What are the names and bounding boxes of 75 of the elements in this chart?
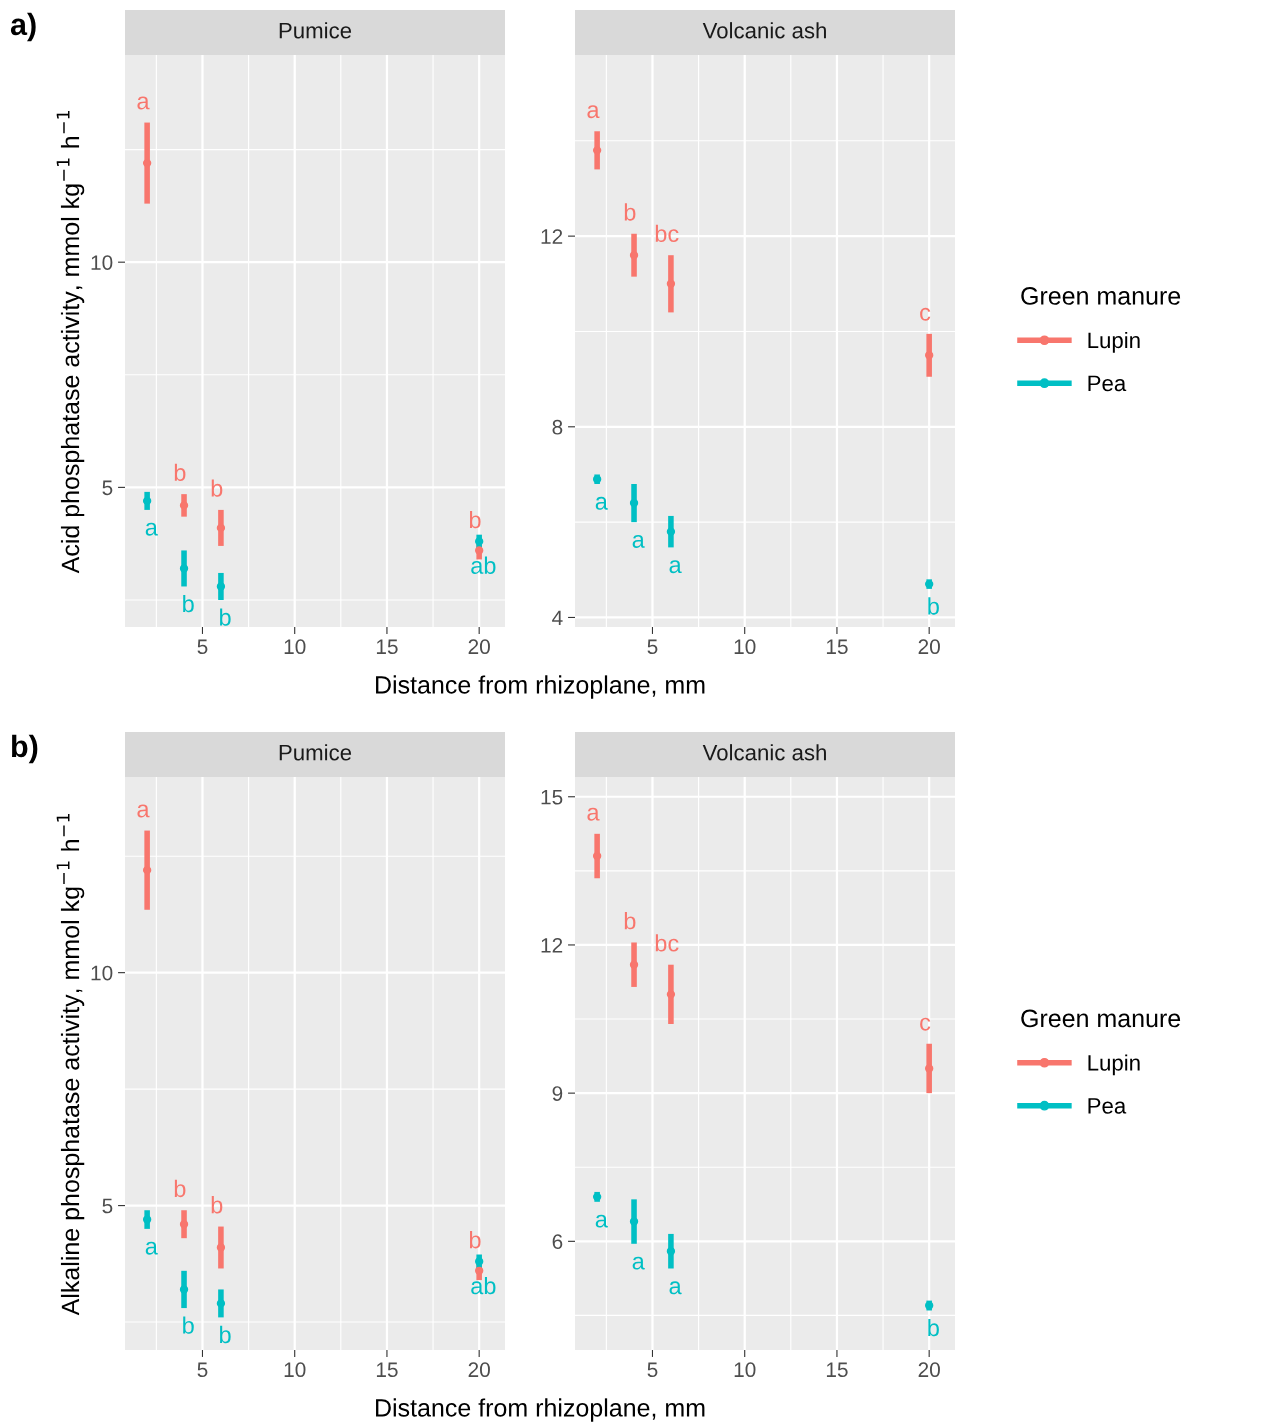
annotation: bc bbox=[655, 224, 679, 243]
legend-label: Pea bbox=[1088, 1098, 1127, 1114]
y-tick-label: 5 bbox=[102, 1198, 113, 1214]
annotation: b bbox=[220, 1325, 231, 1344]
annotation: a bbox=[669, 560, 682, 574]
annotation: a bbox=[587, 105, 600, 119]
legend-label: Lupin bbox=[1088, 331, 1140, 353]
annotation: ab bbox=[471, 556, 496, 574]
x-tick-label: 5 bbox=[647, 1362, 658, 1378]
x-tick-label: 20 bbox=[468, 639, 490, 655]
chart-title: Pumice bbox=[279, 744, 352, 761]
y-tick-label: 9 bbox=[552, 1086, 563, 1101]
annotation: b bbox=[469, 510, 481, 529]
y-tick-label: 15 bbox=[541, 789, 563, 805]
legend-title: Green manure bbox=[1021, 287, 1181, 305]
text: a) bbox=[10, 12, 36, 42]
annotation: a bbox=[137, 96, 150, 110]
x-tick-label: 5 bbox=[647, 639, 658, 655]
annotation: c bbox=[920, 307, 931, 321]
legend-label: Lupin bbox=[1088, 1054, 1140, 1076]
y-axis-title: Acid phosphatase activity, mmol kg$^{−1}$ h$^{−1}$ bbox=[56, 110, 85, 574]
annotation: a bbox=[669, 1281, 682, 1295]
y-tick-label: 10 bbox=[91, 965, 113, 981]
x-tick-label: 20 bbox=[468, 1362, 490, 1378]
annotation: b bbox=[624, 203, 636, 221]
x-tick-label: 15 bbox=[376, 639, 398, 655]
y-tick-label: 12 bbox=[541, 937, 563, 953]
annotation: b bbox=[211, 479, 223, 497]
y-axis-title: Alkaline phosphatase activity, mmol kg$^{−1}$ h$^{−1}$ bbox=[56, 814, 85, 1316]
annotation: c bbox=[920, 1017, 931, 1031]
x-tick-label: 5 bbox=[197, 639, 208, 655]
y-tick-label: 8 bbox=[552, 419, 563, 435]
x-tick-label: 15 bbox=[376, 1362, 398, 1378]
annotation: b bbox=[174, 463, 186, 482]
annotation: a bbox=[145, 1241, 158, 1255]
annotation: b bbox=[624, 912, 636, 930]
annotation: a bbox=[632, 1256, 645, 1270]
annotation: b bbox=[469, 1231, 481, 1249]
annotation: b bbox=[174, 1179, 186, 1198]
x-tick-label: 5 bbox=[197, 1362, 208, 1378]
x-tick-label: 10 bbox=[284, 1362, 306, 1378]
annotation: ab bbox=[471, 1276, 496, 1295]
legend-title: Green manure bbox=[1021, 1009, 1181, 1028]
y-tick-label: 6 bbox=[552, 1234, 563, 1250]
x-tick-label: 15 bbox=[826, 639, 848, 655]
y-tick-label: 5 bbox=[102, 480, 113, 496]
chart-title: Volcanic ash bbox=[702, 744, 826, 761]
x-tick-label: 10 bbox=[284, 639, 306, 655]
annotation: b bbox=[183, 1316, 194, 1334]
annotation: b bbox=[183, 594, 194, 613]
annotation: b bbox=[928, 597, 939, 615]
annotation: a bbox=[587, 807, 600, 821]
annotation: a bbox=[595, 496, 608, 510]
y-tick-label: 4 bbox=[552, 610, 563, 626]
annotation: b bbox=[211, 1196, 223, 1214]
y-tick-label: 10 bbox=[91, 255, 113, 270]
x-axis-title: Distance from rhizoplane, mm bbox=[376, 675, 705, 699]
annotation: bc bbox=[655, 934, 679, 952]
x-tick-label: 10 bbox=[734, 1362, 756, 1378]
chart-title: Pumice bbox=[279, 22, 352, 39]
chart-title: Volcanic ash bbox=[702, 22, 826, 39]
annotation: a bbox=[137, 804, 150, 818]
y-tick-label: 12 bbox=[541, 229, 563, 244]
annotation: a bbox=[145, 522, 158, 536]
annotation: b bbox=[220, 608, 231, 626]
text: b) bbox=[12, 734, 38, 764]
x-axis-title: Distance from rhizoplane, mm bbox=[376, 1398, 705, 1422]
annotation: b bbox=[928, 1318, 939, 1337]
annotation: a bbox=[632, 534, 645, 548]
x-tick-label: 15 bbox=[826, 1362, 848, 1378]
x-tick-label: 10 bbox=[734, 639, 756, 655]
x-tick-label: 20 bbox=[918, 639, 940, 655]
x-tick-label: 20 bbox=[918, 1362, 940, 1378]
annotation: a bbox=[595, 1214, 608, 1228]
legend-label: Pea bbox=[1088, 375, 1127, 392]
